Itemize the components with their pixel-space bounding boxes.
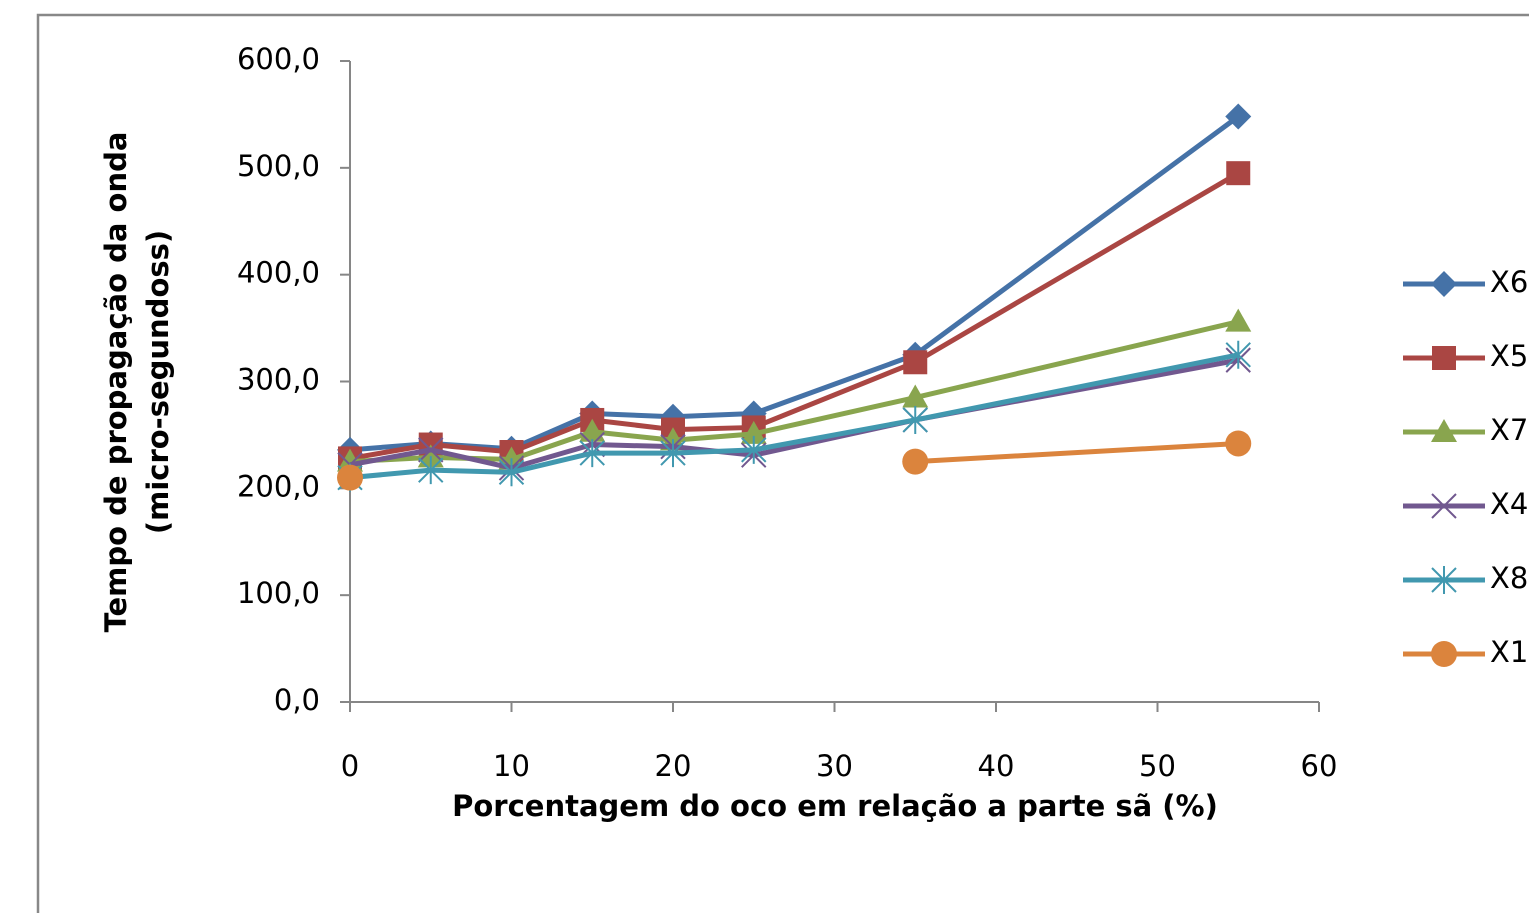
y-tick-label: 600,0 bbox=[237, 42, 320, 76]
chart-frame bbox=[36, 13, 1529, 913]
y-tick-label: 0,0 bbox=[274, 683, 320, 717]
marker bbox=[1431, 566, 1457, 594]
marker bbox=[1432, 346, 1456, 370]
marker bbox=[1431, 271, 1457, 297]
series-line bbox=[349, 319, 1239, 465]
marker bbox=[902, 448, 929, 475]
y-tick-label: 300,0 bbox=[237, 363, 320, 397]
legend-label: X6 bbox=[1490, 265, 1528, 299]
y-tick-label: 500,0 bbox=[237, 149, 320, 183]
marker bbox=[1225, 103, 1252, 130]
marker bbox=[741, 435, 767, 464]
marker bbox=[579, 418, 606, 442]
marker bbox=[418, 437, 444, 463]
series-line bbox=[349, 352, 1239, 481]
legend-label: X7 bbox=[1490, 413, 1528, 447]
marker bbox=[660, 439, 686, 468]
marker bbox=[498, 458, 525, 487]
legend-label: X1 bbox=[1490, 635, 1528, 669]
series-line bbox=[349, 171, 1240, 461]
x-axis-title: Porcentagem do oco em relação a parte sã… bbox=[452, 789, 1218, 823]
x-tick-label: 30 bbox=[816, 749, 853, 783]
marker bbox=[418, 456, 444, 485]
marker bbox=[579, 439, 605, 468]
y-tick-label: 200,0 bbox=[237, 469, 320, 503]
marker bbox=[417, 444, 444, 468]
marker bbox=[740, 420, 767, 444]
x-tick-label: 50 bbox=[1139, 749, 1176, 783]
marker bbox=[1431, 419, 1457, 442]
x-tick-label: 0 bbox=[341, 749, 359, 783]
x-tick-label: 20 bbox=[655, 749, 692, 783]
y-tick-label: 100,0 bbox=[237, 576, 320, 610]
marker bbox=[1225, 340, 1251, 369]
x-tick-label: 40 bbox=[978, 749, 1015, 783]
marker bbox=[1226, 161, 1251, 186]
marker bbox=[903, 350, 928, 375]
y-axis-title: Tempo de propagação da onda bbox=[99, 132, 133, 633]
y-axis-title: (micro-segundoss) bbox=[141, 230, 175, 534]
legend-label: X4 bbox=[1490, 487, 1528, 521]
marker bbox=[902, 405, 928, 434]
y-tick-label: 400,0 bbox=[237, 256, 320, 290]
marker bbox=[1431, 641, 1457, 667]
marker bbox=[1225, 430, 1252, 457]
legend-label: X8 bbox=[1490, 561, 1528, 595]
legend-label: X5 bbox=[1490, 339, 1528, 373]
marker bbox=[902, 384, 929, 408]
marker bbox=[1431, 493, 1457, 519]
marker bbox=[337, 464, 363, 491]
marker bbox=[1225, 308, 1252, 332]
x-tick-label: 10 bbox=[493, 749, 530, 783]
x-tick-label: 60 bbox=[1301, 749, 1338, 783]
series-line bbox=[915, 440, 1239, 465]
